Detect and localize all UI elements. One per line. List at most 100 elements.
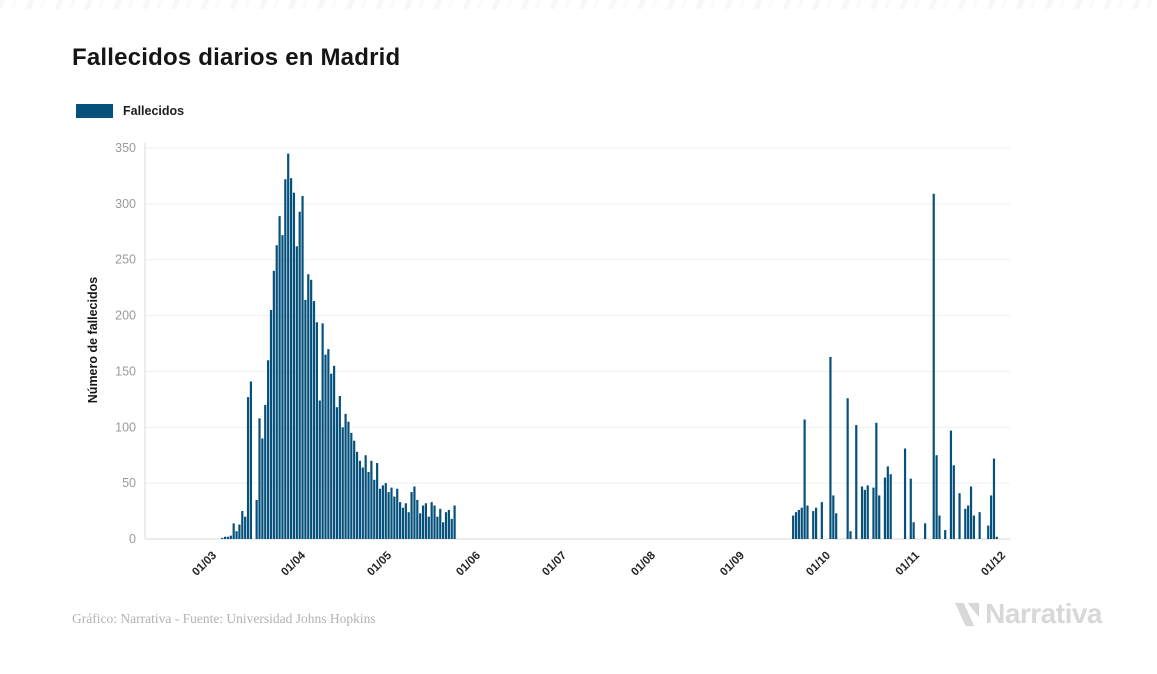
bar bbox=[307, 274, 310, 539]
bar bbox=[889, 474, 892, 539]
bar bbox=[315, 322, 318, 539]
bar bbox=[378, 488, 382, 539]
bar bbox=[287, 153, 290, 540]
top-edge-artifact bbox=[0, 0, 1157, 9]
bar bbox=[341, 427, 344, 539]
bar bbox=[427, 516, 430, 539]
bar bbox=[238, 524, 241, 539]
bar bbox=[803, 419, 806, 539]
bar bbox=[878, 495, 881, 539]
bar bbox=[289, 178, 293, 540]
bar bbox=[269, 309, 273, 539]
bar bbox=[330, 373, 333, 539]
bar bbox=[292, 192, 296, 539]
bar bbox=[396, 488, 399, 539]
bar bbox=[361, 467, 364, 539]
y-tick-label: 100 bbox=[115, 420, 136, 434]
bar bbox=[433, 505, 436, 539]
bar bbox=[347, 421, 350, 539]
bar bbox=[327, 349, 330, 539]
bar bbox=[241, 511, 244, 539]
bar bbox=[952, 465, 955, 539]
narrativa-logo-icon bbox=[955, 602, 980, 626]
y-tick-label: 0 bbox=[129, 532, 136, 546]
bar bbox=[404, 503, 407, 539]
bar bbox=[393, 496, 396, 539]
bar bbox=[244, 516, 247, 539]
bar bbox=[863, 489, 866, 539]
bar bbox=[958, 493, 961, 539]
x-tick-label: 01/12 bbox=[979, 550, 1008, 579]
bar bbox=[820, 502, 823, 539]
bar bbox=[324, 354, 327, 539]
bar bbox=[835, 513, 838, 539]
bar bbox=[249, 381, 253, 539]
bar bbox=[235, 531, 238, 539]
bar bbox=[381, 485, 384, 539]
bar bbox=[312, 301, 316, 539]
bar bbox=[407, 512, 410, 539]
bar bbox=[421, 505, 425, 539]
x-tick-label: 01/10 bbox=[804, 550, 833, 579]
bar bbox=[301, 196, 304, 539]
x-tick-label: 01/04 bbox=[279, 549, 308, 578]
bar bbox=[987, 525, 990, 539]
bar bbox=[232, 523, 235, 539]
legend-label: Fallecidos bbox=[123, 104, 185, 118]
bar bbox=[430, 502, 433, 539]
bar bbox=[875, 422, 878, 539]
y-tick-label: 350 bbox=[115, 141, 136, 155]
bar bbox=[373, 479, 376, 539]
bar bbox=[264, 404, 267, 539]
bar bbox=[924, 523, 927, 539]
bar bbox=[344, 413, 347, 539]
bar bbox=[298, 211, 301, 540]
bar bbox=[295, 246, 298, 539]
bar bbox=[367, 471, 370, 539]
y-tick-label: 150 bbox=[115, 364, 136, 378]
bar bbox=[318, 400, 321, 539]
bar bbox=[310, 279, 313, 539]
y-axis-title: Número de fallecidos bbox=[86, 277, 100, 403]
bar bbox=[281, 235, 284, 539]
bar bbox=[424, 503, 428, 539]
bar bbox=[909, 478, 912, 539]
bar bbox=[797, 509, 800, 539]
bar bbox=[886, 466, 889, 539]
bar bbox=[223, 536, 227, 539]
bar bbox=[229, 535, 232, 539]
y-tick-label: 50 bbox=[122, 476, 136, 490]
bar bbox=[800, 507, 803, 539]
bar bbox=[278, 216, 281, 539]
bar bbox=[806, 505, 809, 539]
bar bbox=[829, 356, 832, 539]
bar bbox=[364, 455, 367, 539]
bar bbox=[338, 396, 341, 539]
legend-swatch-icon bbox=[76, 104, 113, 118]
x-tick-label: 01/09 bbox=[718, 550, 747, 579]
bar bbox=[846, 398, 849, 539]
x-tick-label: 01/07 bbox=[540, 550, 569, 579]
brand-logo: Narrativa bbox=[954, 598, 1102, 630]
bar bbox=[972, 515, 975, 539]
bar bbox=[258, 418, 261, 539]
bar bbox=[416, 499, 419, 539]
bar bbox=[284, 179, 287, 539]
bar bbox=[849, 531, 852, 539]
bar bbox=[333, 365, 336, 539]
bar bbox=[992, 458, 996, 539]
bar bbox=[355, 451, 359, 539]
bar bbox=[419, 513, 422, 539]
bar bbox=[883, 477, 887, 539]
bar bbox=[447, 509, 450, 539]
bar bbox=[353, 440, 356, 539]
bar bbox=[964, 508, 967, 539]
source-credit: Gráfico: Narrativa - Fuente: Universidad… bbox=[72, 611, 376, 626]
bar bbox=[792, 515, 795, 539]
y-tick-label: 300 bbox=[115, 197, 136, 211]
bar bbox=[272, 270, 275, 539]
x-tick-label: 01/05 bbox=[365, 549, 394, 578]
bar bbox=[436, 516, 439, 539]
